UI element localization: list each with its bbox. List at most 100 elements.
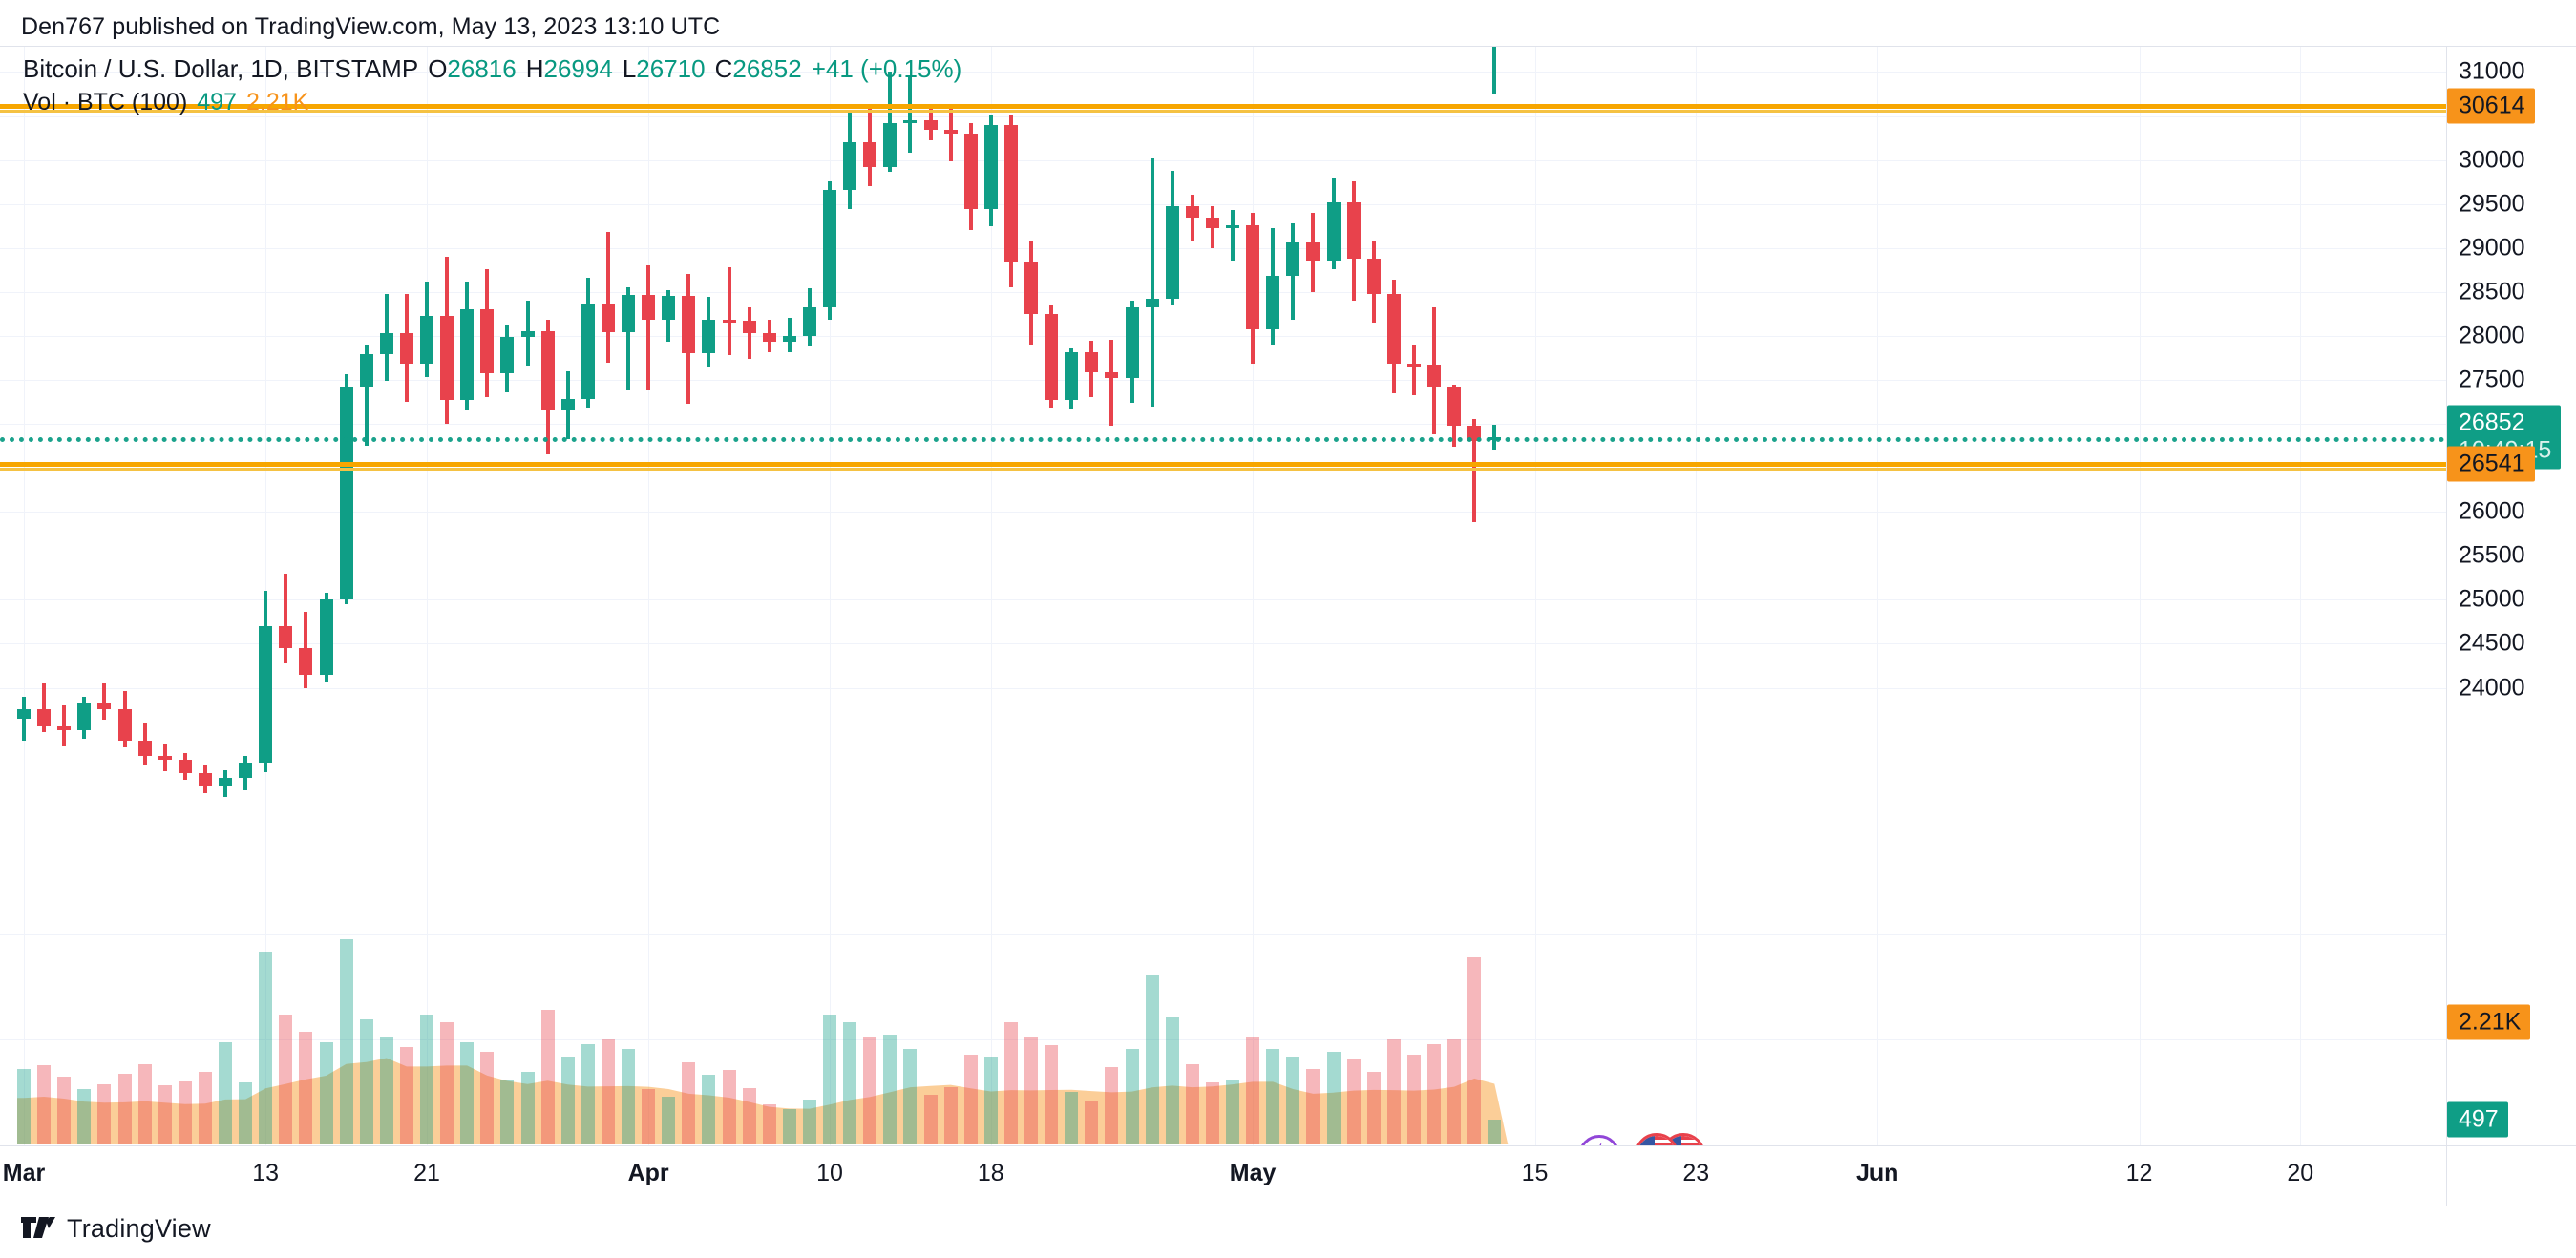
chart-legend[interactable]: Bitcoin / U.S. Dollar, 1D, BITSTAMP O2681…: [23, 52, 961, 117]
candle-body: [37, 708, 52, 727]
candle-body: [540, 331, 555, 411]
volume-bar: [963, 1054, 978, 1144]
price-line-last-price[interactable]: [0, 436, 2446, 442]
volume-bar: [259, 952, 273, 1144]
volume-ma-badge[interactable]: 2.21K: [2447, 1004, 2531, 1040]
candle-body: [117, 708, 132, 741]
candle-wick: [626, 287, 630, 391]
time-axis-tick: 10: [816, 1160, 843, 1186]
gridline-horizontal: [0, 291, 2446, 293]
candle-body: [420, 315, 433, 365]
candle-body: [279, 626, 293, 649]
tradingview-logo-icon: [21, 1216, 55, 1238]
volume-bar: [219, 1041, 232, 1144]
candle-body: [97, 703, 112, 709]
candle-body: [802, 307, 816, 336]
candle-body: [923, 120, 938, 131]
volume-bar: [1406, 1054, 1421, 1144]
candle-body: [219, 777, 232, 786]
volume-bar: [198, 1071, 212, 1144]
candle-body: [722, 320, 736, 324]
volume-bar: [742, 1088, 756, 1144]
price-line-resistance[interactable]: [0, 104, 2446, 109]
candle-body: [581, 304, 595, 400]
legend-high-label: H: [525, 54, 544, 83]
legend-volume-ma-value: 2.21K: [246, 89, 309, 115]
volume-bar: [1024, 1037, 1038, 1144]
time-axis-tick: 23: [1682, 1160, 1710, 1186]
candle-wick: [908, 76, 913, 154]
volume-bar: [903, 1049, 918, 1144]
candle-body: [17, 708, 31, 719]
price-axis-tick: 31000: [2459, 57, 2525, 85]
candle-body: [601, 304, 615, 333]
volume-bar: [1467, 956, 1482, 1144]
volume-bar: [440, 1021, 454, 1144]
legend-volume-value: 497: [197, 89, 237, 115]
candle-body: [1226, 224, 1239, 229]
time-axis[interactable]: Mar 13 21 Apr 10 18 May 15 23 Jun 12 20: [0, 1145, 2446, 1206]
price-axis[interactable]: 3100030500300002950029000285002800027500…: [2446, 46, 2576, 1146]
candle-body: [1286, 242, 1300, 277]
volume-bar: [782, 1109, 796, 1144]
candle-body: [1326, 201, 1341, 261]
volume-bar: [702, 1074, 716, 1144]
volume-bar: [1003, 1021, 1018, 1144]
gridline-horizontal: [0, 643, 2446, 645]
candle-body: [622, 294, 635, 333]
candle-body: [1427, 365, 1441, 388]
publish-credit: Den767 published on TradingView.com, May…: [21, 13, 721, 40]
candle-body: [1246, 224, 1260, 329]
volume-bar: [158, 1085, 172, 1144]
volume-bar: [97, 1084, 112, 1144]
volume-last-badge[interactable]: 497: [2447, 1101, 2508, 1138]
candle-body: [460, 309, 475, 401]
volume-bar: [823, 1014, 836, 1144]
candle-wick: [1492, 424, 1497, 450]
candle-body: [782, 335, 796, 343]
candle-wick: [948, 105, 953, 162]
candle-body: [319, 599, 333, 675]
candle-wick: [888, 72, 893, 172]
volume-bar: [37, 1065, 52, 1144]
candle-body: [1467, 425, 1482, 441]
volume-bar: [682, 1061, 696, 1144]
candle-wick: [364, 345, 369, 447]
candle-wick: [1411, 345, 1416, 395]
price-line-support[interactable]: [0, 462, 2446, 468]
volume-bar: [1065, 1092, 1079, 1144]
support-level-value: 26541: [2459, 450, 2525, 477]
volume-bar: [379, 1037, 393, 1144]
volume-bar: [500, 1080, 515, 1144]
candle-body: [1045, 313, 1059, 401]
crosshair-vertical: [1492, 47, 1497, 94]
volume-bar: [843, 1021, 857, 1144]
resistance-level-badge[interactable]: 30614: [2447, 88, 2535, 124]
candle-body: [1366, 258, 1381, 294]
volume-bar: [339, 939, 353, 1144]
candle-body: [1266, 276, 1280, 329]
legend-volume-row: Vol · BTC (100) 497 2.21K: [23, 87, 961, 117]
price-axis-tick: 28500: [2459, 278, 2525, 305]
time-axis-tick: 18: [977, 1160, 1004, 1186]
volume-bar: [1326, 1052, 1341, 1144]
price-axis-tick: 24000: [2459, 674, 2525, 702]
candle-wick: [62, 705, 67, 747]
candle-body: [943, 130, 958, 134]
gridline-vertical: [2140, 47, 2141, 1146]
volume-bar: [520, 1072, 535, 1144]
time-axis-tick: 12: [2125, 1160, 2153, 1186]
volume-bar: [1246, 1037, 1260, 1144]
volume-bar: [1185, 1064, 1199, 1144]
volume-bar: [1266, 1049, 1280, 1144]
footer-brand[interactable]: TradingView: [21, 1214, 211, 1244]
gridline-horizontal: [0, 335, 2446, 337]
gridline-horizontal: [0, 512, 2446, 514]
candle-body: [299, 648, 313, 675]
volume-bar: [178, 1081, 192, 1144]
legend-close-value: 26852: [732, 54, 802, 83]
chart-pane[interactable]: Bitcoin / U.S. Dollar, 1D, BITSTAMP O2681…: [0, 46, 2446, 1146]
support-level-badge[interactable]: 26541: [2447, 446, 2535, 482]
volume-bar: [1286, 1057, 1300, 1144]
volume-bar: [601, 1039, 615, 1144]
